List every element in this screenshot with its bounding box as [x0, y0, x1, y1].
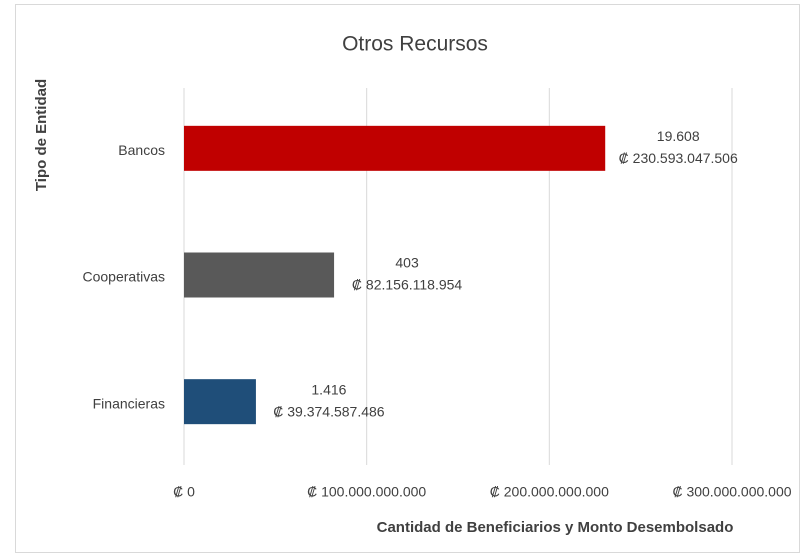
bar — [184, 379, 256, 425]
count-label: 19.608 — [657, 128, 700, 144]
bar — [184, 125, 606, 171]
value-label: ₡ 230.593.047.506 — [619, 150, 738, 166]
bar — [184, 252, 335, 298]
x-tick-label: ₡ 300.000.000.000 — [672, 484, 791, 500]
y-tick-label: Cooperativas — [83, 269, 166, 285]
chart-title: Otros Recursos — [342, 33, 488, 56]
chart-frame — [15, 4, 800, 553]
count-label: 403 — [395, 255, 419, 271]
x-tick-label: ₡ 100.000.000.000 — [307, 484, 426, 500]
y-tick-label: Financieras — [93, 395, 165, 411]
value-label: ₡ 39.374.587.486 — [273, 403, 385, 419]
count-label: 1.416 — [311, 381, 346, 397]
x-tick-label: ₡ 200.000.000.000 — [490, 484, 609, 500]
x-axis-title: Cantidad de Beneficiarios y Monto Desemb… — [377, 519, 734, 536]
y-axis-title: Tipo de Entidad — [33, 79, 50, 191]
y-tick-label: Bancos — [118, 142, 165, 158]
value-label: ₡ 82.156.118.954 — [352, 277, 462, 293]
x-tick-label: ₡ 0 — [173, 484, 195, 500]
